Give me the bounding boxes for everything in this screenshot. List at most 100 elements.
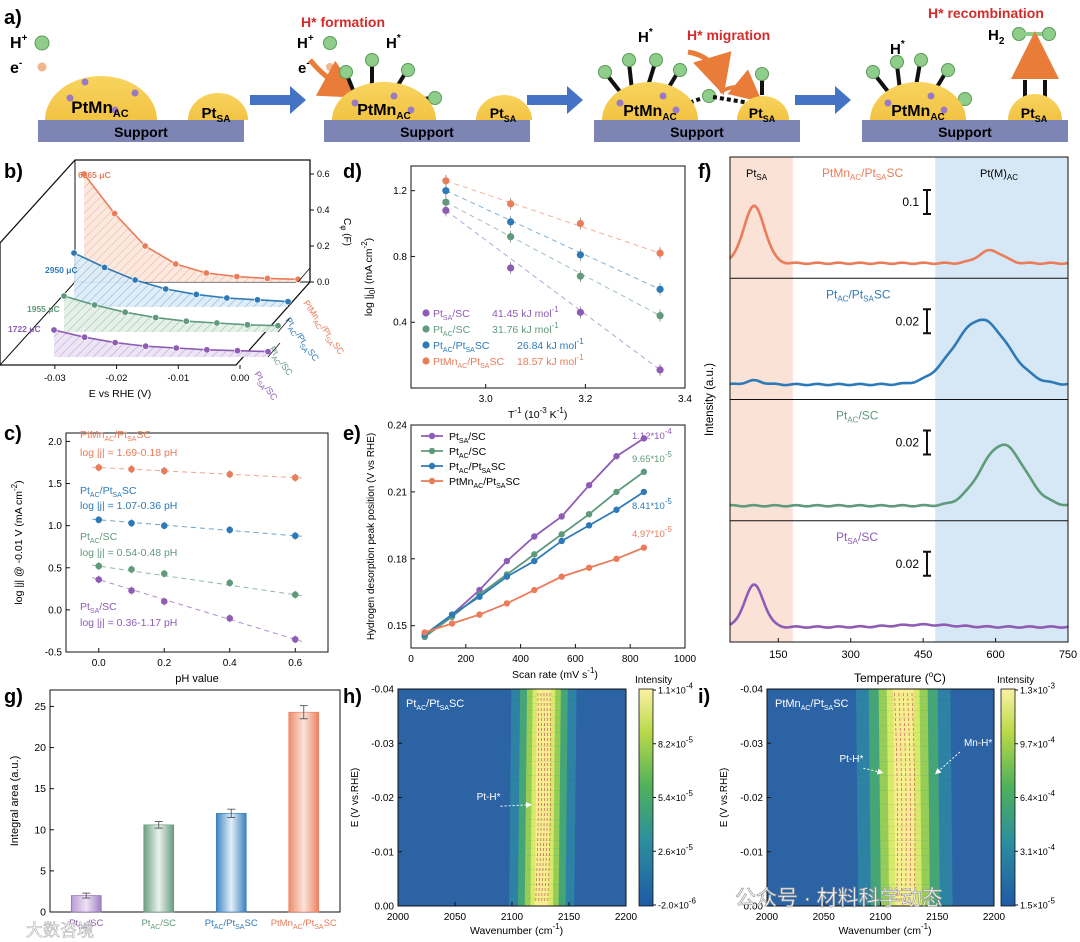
- h-band-strip: [535, 840, 550, 849]
- h-contour-line: [544, 692, 549, 903]
- h-sample-title: PtAC/PtSASC: [406, 698, 464, 712]
- g-y-tick-label: 25: [34, 701, 46, 713]
- h-band-strip: [535, 804, 550, 813]
- d-x-axis-title: T-1 (10-3 K-1): [508, 406, 567, 421]
- h-band-strip: [536, 768, 550, 777]
- i-band-strip: [894, 804, 915, 813]
- svg-text:Support: Support: [400, 124, 454, 140]
- f-scale-label: 0.02: [896, 436, 920, 450]
- g-y-axis-title: Integral area (a.u.): [9, 756, 21, 847]
- b-charge-label: 2950 μC: [45, 265, 78, 275]
- f-scale-label: 0.02: [896, 314, 920, 328]
- e-point: [476, 611, 483, 618]
- b-charge-label: 1955 μC: [27, 304, 60, 314]
- h-band-strip: [536, 754, 551, 762]
- e-point: [613, 555, 620, 562]
- panel-i-insitu-heatmap: i) 2000 2050 2100 2150 2200 -0.04 -0.03 -0.02 -0…: [698, 675, 1055, 937]
- g-y-tick-label: 0: [40, 907, 46, 919]
- c-y-tick-label: 0.0: [48, 605, 62, 616]
- d-y-axis-title: log |j0| (mA cm-2): [360, 238, 377, 316]
- h-annotation-label: Pt-H*: [477, 792, 501, 803]
- b-point-purple: [142, 342, 150, 350]
- i-x-tick-label: 2150: [926, 912, 949, 923]
- h-y-tick-label: 0.00: [375, 902, 395, 913]
- h-x-tick-label: 2050: [444, 912, 467, 923]
- i-contour-line: [902, 692, 907, 903]
- h-colorbar-tick-label: 8.2×10-5: [658, 735, 693, 749]
- b-point-blue: [131, 276, 139, 284]
- c-point: [128, 519, 135, 527]
- d-activation-energy: 18.57 kJ mol-1: [517, 353, 584, 368]
- i-band-strip: [893, 710, 914, 719]
- b-point-orange: [80, 170, 88, 178]
- e-slope-label: 1.12*10-4: [632, 427, 672, 442]
- b-point-orange: [294, 275, 302, 283]
- i-colorbar-tick-label: 1.5×10-5: [1020, 897, 1055, 911]
- i-band-strip: [894, 783, 915, 791]
- panel-e-scan-rate-chart: e) 0 200 400 600 800 1000 0.15 0.18 0.21 0.24 Scan…: [343, 421, 697, 682]
- panel-label-a: a): [4, 7, 22, 29]
- h-band-strip: [536, 761, 551, 770]
- h-y-tick-label: -0.03: [371, 739, 394, 750]
- i-colorbar-tick-label: 6.4×10-4: [1020, 789, 1055, 803]
- e-point: [448, 611, 456, 618]
- d-legend-label: PtMnAC/PtSASC: [433, 356, 504, 370]
- b-area-blue: [74, 253, 288, 307]
- c-point: [226, 470, 234, 478]
- process-arrow-1: [250, 86, 306, 114]
- svg-text:Support: Support: [938, 124, 992, 140]
- d-point: [576, 219, 584, 228]
- e-point: [558, 537, 565, 545]
- b-charge-label: 6365 μC: [78, 170, 111, 180]
- d-legend-label: PtAC/PtSASC: [433, 340, 490, 354]
- f-plot-frame: [729, 156, 1069, 643]
- d-activation-energy: 31.76 kJ mol-1: [492, 321, 559, 336]
- b-point-green: [182, 317, 190, 325]
- h-colorbar-tick-label: 5.4×10-5: [658, 789, 693, 803]
- f-x-tick-label: 450: [914, 649, 932, 661]
- panel-label-c: c): [4, 423, 22, 445]
- c-point: [160, 598, 168, 605]
- support-bar: [38, 120, 244, 142]
- d-activation-energy: 41.45 kJ mol-1: [492, 305, 559, 320]
- panel-label-f: f): [698, 161, 711, 183]
- h-band-strip: [535, 826, 550, 835]
- panel-label-e: e): [343, 423, 361, 445]
- b-series-name: PtSA/SC: [250, 369, 280, 404]
- e-point: [503, 573, 511, 580]
- b-x-axis-title: E vs RHE (V): [89, 388, 151, 400]
- process-arrow-3: [795, 86, 851, 114]
- h-x-tick-label: 2100: [501, 912, 524, 923]
- i-contour-line: [898, 692, 903, 903]
- h-band-strip: [535, 855, 550, 864]
- b-point-purple: [50, 326, 58, 334]
- b-x-tick-label: 0.00: [231, 373, 250, 384]
- d-point: [507, 200, 515, 208]
- svg-text:H*: H*: [890, 39, 905, 58]
- d-x-tick-label: 3.4: [678, 394, 692, 405]
- c-y-tick-label: 1.0: [48, 521, 62, 532]
- h-contour-line: [535, 692, 540, 903]
- g-bar: [143, 824, 175, 913]
- e-y-tick-label: 0.21: [388, 487, 408, 498]
- schematic-stage-2: H* formation H+ e- H* Support PtMnAC PtS…: [297, 14, 532, 142]
- svg-text:H*: H*: [638, 27, 653, 46]
- h-annotation-arrow: [500, 801, 533, 808]
- panel-a-schematic: a) H+ e- Support PtMnAC PtSA H* formatio…: [4, 5, 1068, 142]
- e-point: [558, 531, 565, 538]
- b-line-blue: [73, 252, 289, 303]
- i-band-strip: [895, 877, 916, 885]
- h-band-strip: [536, 783, 550, 791]
- i-colorbar-tick-label: 3.1×10-4: [1020, 843, 1055, 857]
- e-x-tick-label: 600: [567, 654, 584, 665]
- h-colorbar-tick-label: -2.0×10-6: [658, 897, 696, 911]
- step-label-h-formation: H* formation: [301, 14, 385, 30]
- b-point-blue: [162, 285, 170, 293]
- d-legend-marker: [422, 309, 430, 317]
- i-band-strip: [893, 717, 914, 726]
- panel-f-tpd-chart: f) PtSA Pt(M)AC PtMnAC/PtSASC 0.1 PtAC/PtSAS…: [698, 156, 1077, 685]
- svg-text:PtSA: PtSA: [490, 105, 517, 124]
- f-trace-label: PtSA/SC: [836, 530, 878, 546]
- g-y-tick-label: 20: [34, 742, 46, 754]
- d-activation-energy: 26.84 kJ mol-1: [517, 337, 584, 352]
